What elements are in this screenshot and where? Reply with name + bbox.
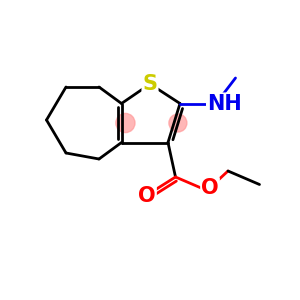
Text: O: O xyxy=(138,187,156,206)
Circle shape xyxy=(116,113,135,133)
Text: O: O xyxy=(201,178,219,198)
Text: S: S xyxy=(142,74,158,94)
Circle shape xyxy=(169,114,187,132)
Text: NH: NH xyxy=(207,94,242,113)
